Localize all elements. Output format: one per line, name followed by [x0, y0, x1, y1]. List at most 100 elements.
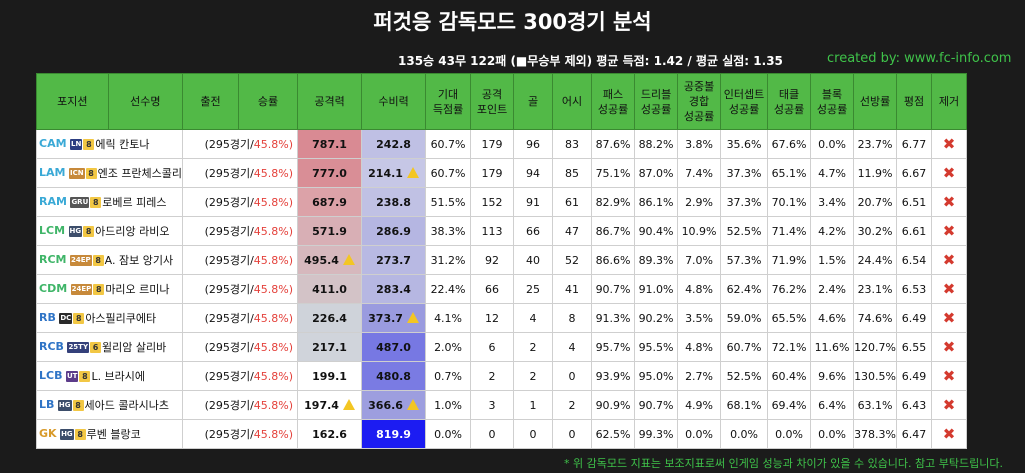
stat-goals: 91 — [513, 187, 554, 217]
attack-value: 495.4 — [304, 253, 339, 267]
attack-cell: 217.1 — [297, 332, 363, 362]
remove-icon[interactable]: ✖ — [942, 222, 956, 240]
stat-dribble: 86.1% — [634, 187, 679, 217]
stat-dribble: 90.7% — [634, 390, 679, 420]
remove-icon[interactable]: ✖ — [942, 280, 956, 298]
stat-rating: 6.53 — [896, 274, 933, 304]
stat-intercept: 37.3% — [720, 158, 769, 188]
stat-pass: 91.3% — [591, 303, 636, 333]
remove-icon[interactable]: ✖ — [942, 164, 956, 182]
stat-intercept: 57.3% — [720, 245, 769, 275]
stat-intercept: 62.4% — [720, 274, 769, 304]
table-row: CDM 24EP 8 마리오 르미나 (295경기/45.8%) 411.0 283.4 2… — [35, 274, 968, 304]
attack-cell: 197.4 — [297, 390, 363, 420]
stat-goals: 2 — [513, 332, 554, 362]
stat-save: 378.3% — [853, 419, 898, 449]
remove-icon[interactable]: ✖ — [942, 338, 956, 356]
credit-text: created by: www.fc-info.com — [827, 51, 1012, 66]
games-winrate: (295경기/45.8%) — [182, 332, 299, 362]
defense-value: 273.7 — [376, 253, 411, 267]
season-badge: DC — [59, 312, 73, 324]
player-name: 에릭 칸토나 — [95, 138, 150, 151]
grade-badge: 8 — [72, 399, 84, 411]
winrate-value: 45.8%) — [253, 254, 294, 267]
stat-goals: 66 — [513, 216, 554, 246]
position-label: LAM — [39, 166, 66, 179]
attack-cell: 571.9 — [297, 216, 363, 246]
stat-save: 23.7% — [853, 129, 898, 159]
warning-icon — [406, 167, 419, 178]
player-name: L. 브라시에 — [91, 370, 146, 383]
stat-block: 4.2% — [810, 216, 855, 246]
stat-dribble: 99.3% — [634, 419, 679, 449]
stat-assists: 85 — [552, 158, 593, 188]
remove-icon[interactable]: ✖ — [942, 425, 956, 443]
player-cell: RAM GRU 8 로베르 피레스 — [35, 187, 184, 217]
warning-icon — [342, 254, 355, 265]
stat-xg: 31.2% — [425, 245, 472, 275]
attack-cell: 495.4 — [297, 245, 363, 275]
column-header: 패스 성공률 — [591, 73, 636, 130]
stat-goals: 4 — [513, 303, 554, 333]
stat-intercept: 60.7% — [720, 332, 769, 362]
remove-icon[interactable]: ✖ — [942, 251, 956, 269]
stat-dribble: 89.3% — [634, 245, 679, 275]
stat-save: 63.1% — [853, 390, 898, 420]
table-row: LCB UT 8 L. 브라시에 (295경기/45.8%) 199.1 480.8 0.7… — [35, 361, 968, 391]
player-cell: GK HG 8 루벤 블랑코 — [35, 419, 184, 449]
stat-rating: 6.55 — [896, 332, 933, 362]
column-header: 공격 포인트 — [470, 73, 515, 130]
column-header: 공중볼 경합 성공률 — [677, 73, 722, 130]
defense-value: 286.9 — [376, 224, 411, 238]
column-header: 선방률 — [853, 73, 898, 130]
footnote: * 위 감독모드 지표는 보조지표로써 인게임 성능과 차이가 있을 수 있습니… — [563, 457, 1003, 470]
stat-ap: 92 — [470, 245, 515, 275]
winrate-value: 45.8%) — [253, 167, 294, 180]
attack-value: 787.1 — [312, 137, 347, 151]
attack-value: 777.0 — [312, 166, 347, 180]
stat-dribble: 95.5% — [634, 332, 679, 362]
stat-save: 120.7% — [853, 332, 898, 362]
table-row: GK HG 8 루벤 블랑코 (295경기/45.8%) 162.6 819.9 0.0% 0… — [35, 419, 968, 449]
stat-xg: 1.0% — [425, 390, 472, 420]
stat-assists: 52 — [552, 245, 593, 275]
stat-intercept: 59.0% — [720, 303, 769, 333]
games-count: (295경기/ — [204, 428, 254, 441]
position-label: GK — [39, 427, 57, 440]
season-badge: HG — [68, 225, 83, 237]
winrate-value: 45.8%) — [253, 225, 294, 238]
remove-icon[interactable]: ✖ — [942, 193, 956, 211]
games-winrate: (295경기/45.8%) — [182, 129, 299, 159]
stat-pass: 95.7% — [591, 332, 636, 362]
stat-save: 23.1% — [853, 274, 898, 304]
stat-pass: 62.5% — [591, 419, 636, 449]
attack-cell: 787.1 — [297, 129, 363, 159]
stat-pass: 90.9% — [591, 390, 636, 420]
stat-intercept: 35.6% — [720, 129, 769, 159]
defense-value: 242.8 — [376, 137, 411, 151]
player-cell: LCB UT 8 L. 브라시에 — [35, 361, 184, 391]
remove-icon[interactable]: ✖ — [942, 367, 956, 385]
remove-icon[interactable]: ✖ — [942, 309, 956, 327]
remove-icon[interactable]: ✖ — [942, 135, 956, 153]
column-header: 태클 성공률 — [767, 73, 812, 130]
remove-icon[interactable]: ✖ — [942, 396, 956, 414]
stat-aerial: 2.7% — [677, 361, 722, 391]
winrate-value: 45.8%) — [253, 399, 294, 412]
stat-pass: 93.9% — [591, 361, 636, 391]
player-name: 윌리암 살리바 — [102, 341, 167, 354]
winrate-value: 45.8%) — [253, 312, 294, 325]
games-count: (295경기/ — [204, 254, 254, 267]
stat-goals: 96 — [513, 129, 554, 159]
stat-tackle: 0.0% — [767, 419, 812, 449]
stat-tackle: 69.4% — [767, 390, 812, 420]
stat-xg: 0.7% — [425, 361, 472, 391]
stat-dribble: 91.0% — [634, 274, 679, 304]
attack-cell: 411.0 — [297, 274, 363, 304]
season-badge: 24EP — [70, 283, 93, 295]
stat-ap: 113 — [470, 216, 515, 246]
stat-aerial: 2.9% — [677, 187, 722, 217]
position-label: CDM — [39, 282, 68, 295]
games-count: (295경기/ — [204, 167, 254, 180]
games-count: (295경기/ — [204, 196, 254, 209]
